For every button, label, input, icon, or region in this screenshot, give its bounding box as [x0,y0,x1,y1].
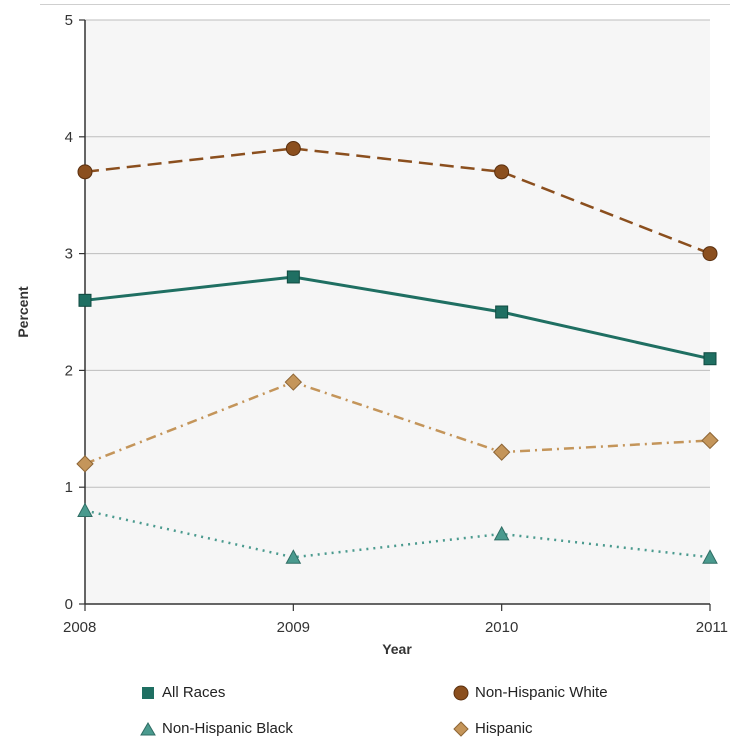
series-all-races [78,270,717,366]
x-axis-title: Year [382,641,412,657]
data-point [493,525,510,541]
plot-area [85,20,710,604]
data-point [702,246,718,262]
series-layer [76,140,719,564]
legend-item-hispanic: Hispanic [453,720,533,737]
data-point [492,443,511,461]
x-tick-label: 2009 [277,619,310,636]
y-tick-label: 1 [65,479,73,496]
line-chart: 0 1 2 3 4 5 2008 2009 2010 2011 Percent Year [15,12,728,657]
series-hispanic [76,373,719,473]
circle-marker-icon [453,685,469,700]
legend-label: All Races [162,684,226,701]
y-tick-label: 4 [65,129,73,146]
data-point [701,431,719,450]
x-tick-label: 2010 [485,619,518,636]
series-line [84,275,711,361]
data-point [702,549,718,564]
data-point [494,164,510,180]
data-point [703,352,717,366]
gridlines [85,19,710,488]
square-marker-icon [142,686,154,699]
data-point [77,502,93,518]
x-axis-ticks: 2008 2009 2010 2011 [63,604,728,636]
legend-label: Non-Hispanic Black [162,720,293,737]
data-point [495,305,509,319]
data-point [285,140,301,156]
x-tick-label: 2008 [63,619,96,636]
data-point [284,373,303,391]
data-point [285,549,302,564]
y-axis-ticks: 0 1 2 3 4 5 [65,12,85,613]
data-point [78,293,92,307]
legend-label: Hispanic [475,720,533,737]
y-tick-label: 3 [65,246,73,263]
data-point [286,270,300,284]
data-point [77,164,93,180]
series-non-hispanic-white [77,140,718,262]
legend-label: Non-Hispanic White [475,684,608,701]
legend: All Races Non-Hispanic White Non-Hispani… [0,676,732,740]
y-tick-label: 0 [65,596,73,613]
y-axis-title: Percent [15,286,31,338]
series-non-hispanic-black [77,502,718,564]
top-rule [40,4,730,5]
triangle-marker-icon [140,721,156,735]
y-tick-label: 2 [65,362,73,379]
legend-item-non-hispanic-white: Non-Hispanic White [453,684,608,701]
legend-item-non-hispanic-black: Non-Hispanic Black [140,720,293,737]
diamond-marker-icon [453,720,469,737]
x-tick-label: 2011 [696,619,728,636]
series-line [84,509,711,559]
series-line [84,147,711,255]
series-line [84,380,711,466]
data-point [76,455,94,473]
y-tick-label: 5 [65,12,73,29]
legend-item-all-races: All Races [140,684,225,701]
